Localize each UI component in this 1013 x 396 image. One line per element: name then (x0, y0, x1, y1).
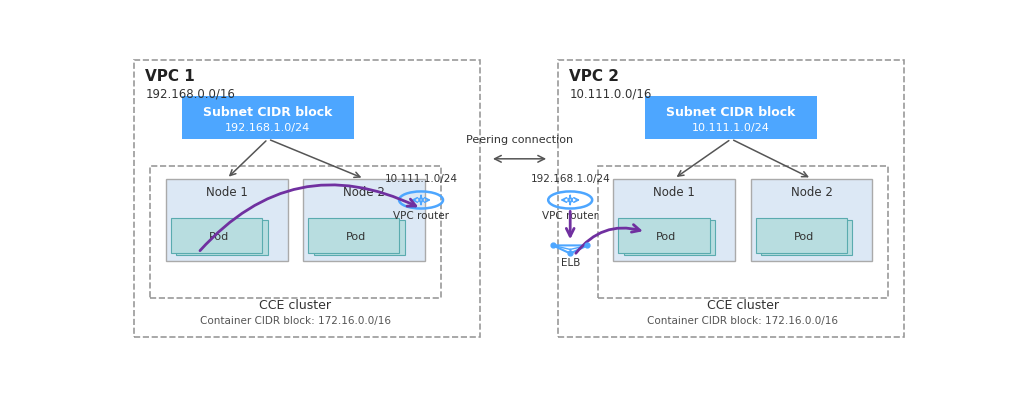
Bar (135, 60, 480, 337)
Text: Pod: Pod (793, 232, 813, 242)
Text: 192.168.1.0/24: 192.168.1.0/24 (225, 123, 311, 133)
Text: VPC 2: VPC 2 (569, 69, 619, 84)
Text: Subnet CIDR block: Subnet CIDR block (204, 106, 332, 119)
Bar (558, 60, 904, 337)
Text: 192.168.1.0/24: 192.168.1.0/24 (531, 174, 610, 184)
Bar (176, 220, 267, 255)
Text: 10.111.0.0/16: 10.111.0.0/16 (569, 88, 651, 101)
Text: Node 2: Node 2 (343, 186, 385, 199)
Text: CCE cluster: CCE cluster (259, 299, 331, 312)
Text: Subnet CIDR block: Subnet CIDR block (667, 106, 796, 119)
Text: Container CIDR block: 172.16.0.0/16: Container CIDR block: 172.16.0.0/16 (647, 316, 839, 326)
Bar (624, 220, 715, 255)
Text: VPC router: VPC router (542, 211, 599, 221)
Text: Pod: Pod (209, 232, 229, 242)
Bar (171, 218, 262, 253)
Bar (618, 218, 709, 253)
Text: VPC router: VPC router (393, 211, 449, 221)
Bar (756, 218, 847, 253)
Bar (308, 218, 399, 253)
Text: ELB: ELB (560, 259, 579, 268)
Text: 10.111.1.0/24: 10.111.1.0/24 (692, 123, 770, 133)
Bar (181, 96, 355, 139)
Bar (303, 179, 425, 261)
Bar (614, 179, 735, 261)
Bar (645, 96, 817, 139)
Text: 192.168.0.0/16: 192.168.0.0/16 (146, 88, 235, 101)
Text: VPC 1: VPC 1 (146, 69, 196, 84)
Text: Pod: Pod (346, 232, 367, 242)
Text: Container CIDR block: 172.16.0.0/16: Container CIDR block: 172.16.0.0/16 (200, 316, 391, 326)
Text: Peering connection: Peering connection (466, 135, 572, 145)
Text: Node 1: Node 1 (653, 186, 695, 199)
Bar (598, 166, 888, 297)
Text: Node 2: Node 2 (791, 186, 833, 199)
Bar (314, 220, 405, 255)
Text: CCE cluster: CCE cluster (707, 299, 779, 312)
Text: 10.111.1.0/24: 10.111.1.0/24 (385, 174, 458, 184)
Text: Pod: Pod (656, 232, 677, 242)
Bar (150, 166, 441, 297)
Text: Node 1: Node 1 (206, 186, 247, 199)
Bar (166, 179, 288, 261)
Bar (751, 179, 872, 261)
Bar (761, 220, 852, 255)
